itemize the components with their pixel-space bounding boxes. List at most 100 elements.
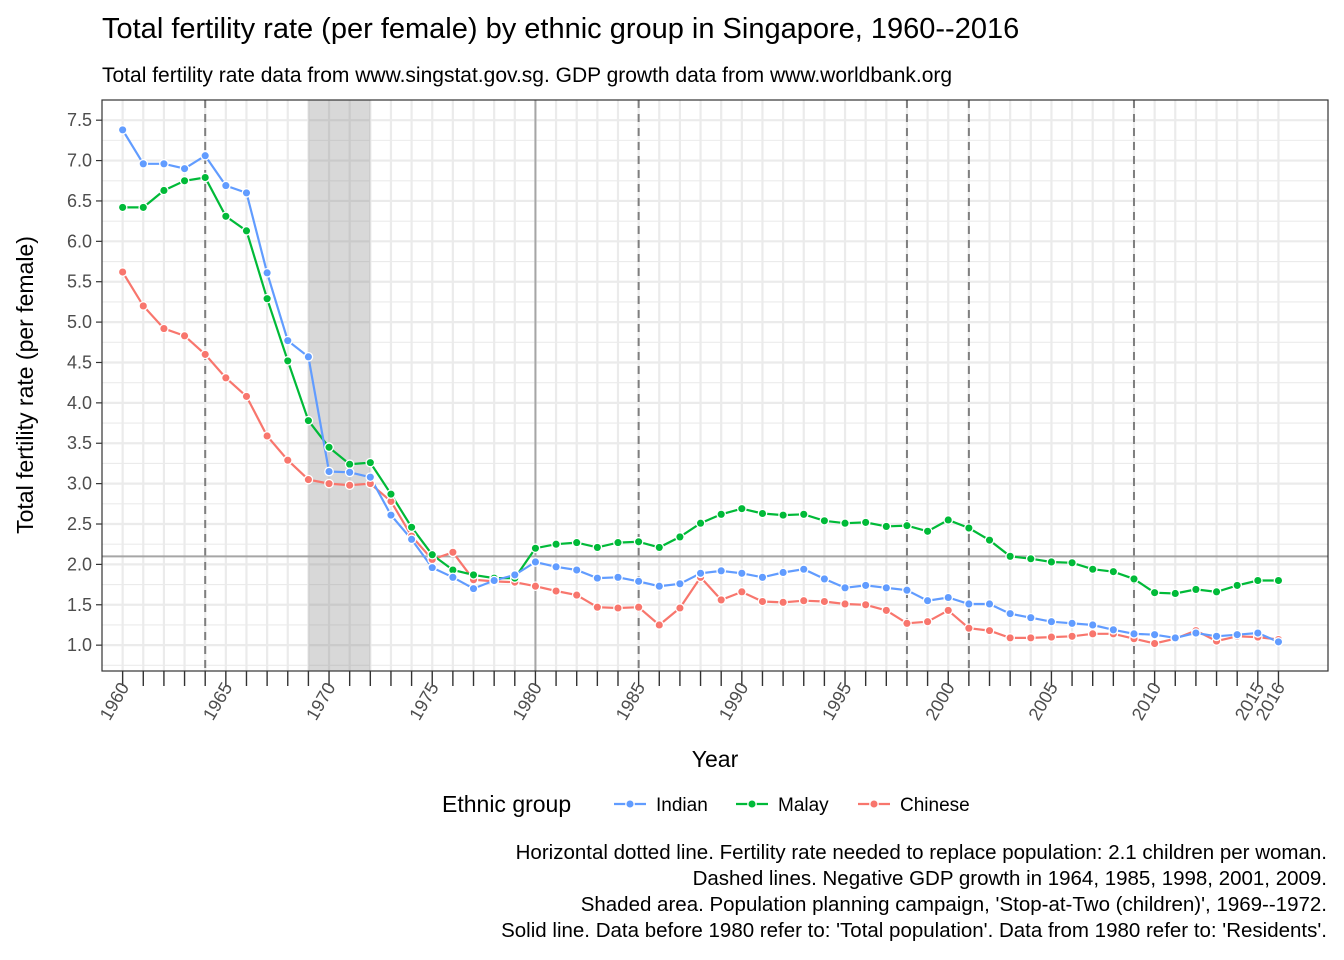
caption-line-3: Shaded area. Population planning campaig…	[581, 893, 1327, 916]
legend-label: Chinese	[900, 795, 970, 816]
data-point-indian	[736, 568, 747, 579]
data-point-indian	[1252, 628, 1263, 638]
data-point-indian	[1087, 620, 1098, 630]
x-tick-label: 1960	[96, 679, 133, 724]
data-point-indian	[840, 582, 850, 593]
data-point-indian	[943, 592, 954, 603]
plot-border	[101, 99, 1329, 672]
data-point-malay	[1170, 588, 1181, 599]
data-point-indian	[654, 581, 665, 592]
data-point-malay	[840, 518, 850, 529]
data-point-indian	[695, 568, 706, 579]
data-point-malay	[241, 225, 252, 236]
data-point-malay	[695, 518, 706, 529]
y-tick-label: 4.0	[67, 393, 92, 413]
data-point-indian	[489, 575, 500, 586]
data-point-malay	[633, 536, 644, 547]
data-point-malay	[881, 521, 892, 532]
data-point-chinese	[819, 596, 830, 607]
data-point-chinese	[736, 587, 747, 597]
series-layer	[117, 125, 1284, 649]
data-point-malay	[179, 175, 190, 186]
data-point-indian	[448, 572, 458, 583]
caption-line-4: Solid line. Data before 1980 refer to: '…	[501, 919, 1327, 942]
chart-subtitle: Total fertility rate data from www.sings…	[102, 64, 952, 87]
data-point-malay	[902, 520, 912, 531]
x-axis: 1960 1965 1970 1975 1980 1985 1990 1995 2000 2005…	[96, 671, 1289, 724]
legend-items: Indian Malay Chinese	[614, 795, 970, 816]
data-point-indian	[138, 158, 149, 169]
data-point-indian	[324, 466, 334, 477]
data-point-indian	[282, 335, 293, 346]
data-point-indian	[798, 564, 809, 575]
legend-key-point	[869, 799, 879, 809]
data-point-chinese	[530, 581, 541, 592]
data-point-malay	[406, 522, 417, 533]
data-point-malay	[530, 543, 541, 554]
data-point-indian	[1191, 628, 1201, 638]
y-tick-label: 1.5	[67, 595, 92, 615]
data-point-chinese	[984, 625, 995, 636]
data-point-indian	[613, 572, 623, 583]
data-point-chinese	[716, 595, 727, 605]
caption: Horizontal dotted line. Fertility rate n…	[501, 841, 1327, 942]
data-point-chinese	[633, 602, 644, 613]
data-point-chinese	[200, 349, 211, 360]
data-point-indian	[984, 599, 995, 609]
data-point-indian	[1170, 633, 1181, 643]
data-point-indian	[571, 565, 582, 575]
data-point-indian	[1046, 616, 1057, 627]
data-point-malay	[798, 509, 809, 520]
data-point-malay	[1067, 557, 1077, 568]
legend-item-indian: Indian	[614, 795, 708, 816]
data-point-indian	[509, 570, 520, 580]
data-point-indian	[200, 150, 211, 161]
data-point-indian	[633, 576, 644, 587]
data-point-malay	[1108, 566, 1119, 577]
data-point-chinese	[778, 597, 788, 608]
data-point-chinese	[654, 620, 665, 630]
data-point-chinese	[860, 599, 871, 610]
data-point-malay	[303, 415, 314, 426]
data-point-malay	[117, 202, 128, 213]
data-point-malay	[654, 542, 665, 553]
legend: Ethnic group Indian Malay Chinese	[442, 791, 970, 817]
data-point-malay	[1129, 574, 1139, 584]
legend-title: Ethnic group	[442, 791, 571, 817]
data-point-malay	[427, 549, 438, 560]
data-point-indian	[1067, 618, 1077, 629]
data-point-malay	[1005, 551, 1015, 562]
data-point-malay	[757, 508, 768, 519]
data-point-chinese	[592, 602, 603, 613]
data-point-indian	[778, 567, 788, 578]
data-point-malay	[778, 510, 788, 520]
data-point-indian	[365, 472, 376, 483]
data-point-chinese	[303, 474, 314, 485]
data-point-indian	[1211, 631, 1222, 642]
data-point-indian	[881, 582, 892, 593]
data-point-malay	[592, 542, 603, 553]
data-point-chinese	[902, 618, 912, 629]
data-point-malay	[819, 515, 830, 526]
data-point-malay	[571, 537, 582, 548]
data-point-indian	[344, 467, 355, 478]
data-point-malay	[984, 535, 995, 546]
data-point-indian	[819, 574, 830, 584]
data-point-malay	[220, 211, 231, 222]
legend-item-chinese: Chinese	[858, 795, 970, 816]
data-point-indian	[1108, 624, 1119, 635]
data-point-malay	[365, 457, 376, 468]
data-point-malay	[613, 537, 623, 548]
data-point-indian	[406, 534, 417, 545]
data-point-chinese	[1067, 631, 1077, 642]
data-point-indian	[1025, 612, 1036, 623]
data-point-malay	[386, 489, 396, 499]
y-tick-label: 6.5	[67, 191, 92, 211]
data-point-malay	[262, 293, 272, 304]
data-point-chinese	[943, 605, 954, 616]
caption-line-1: Horizontal dotted line. Fertility rate n…	[516, 841, 1327, 864]
data-point-malay	[1252, 575, 1263, 586]
data-point-indian	[117, 125, 128, 135]
